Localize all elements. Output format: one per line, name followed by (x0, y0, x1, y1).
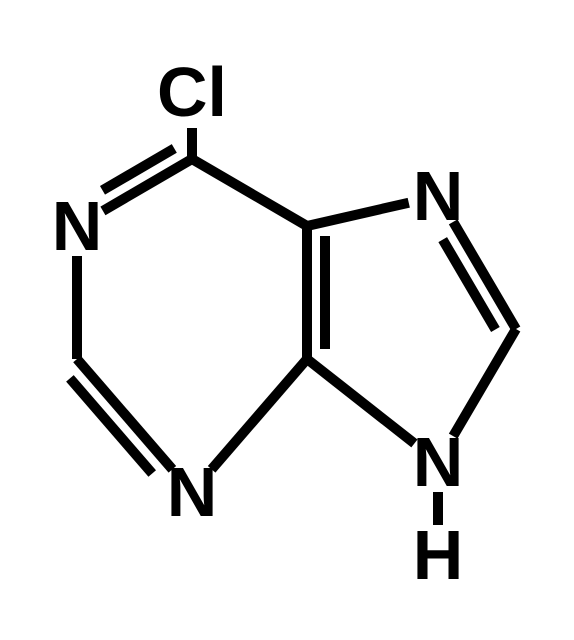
atom-label-H9: H (413, 516, 464, 594)
bond (103, 148, 175, 190)
bond (307, 203, 409, 226)
atom-label-Cl: Cl (157, 53, 227, 131)
bond (307, 359, 414, 443)
atom-label-N1: N (52, 187, 103, 265)
bond (77, 359, 172, 469)
bond (453, 329, 516, 436)
atom-label-N7: N (413, 157, 464, 235)
molecule-diagram: ClNNNNH (0, 0, 574, 640)
atom-label-N9: N (413, 423, 464, 501)
bond (192, 159, 307, 226)
bond (212, 359, 307, 469)
atom-label-N3: N (167, 453, 218, 531)
